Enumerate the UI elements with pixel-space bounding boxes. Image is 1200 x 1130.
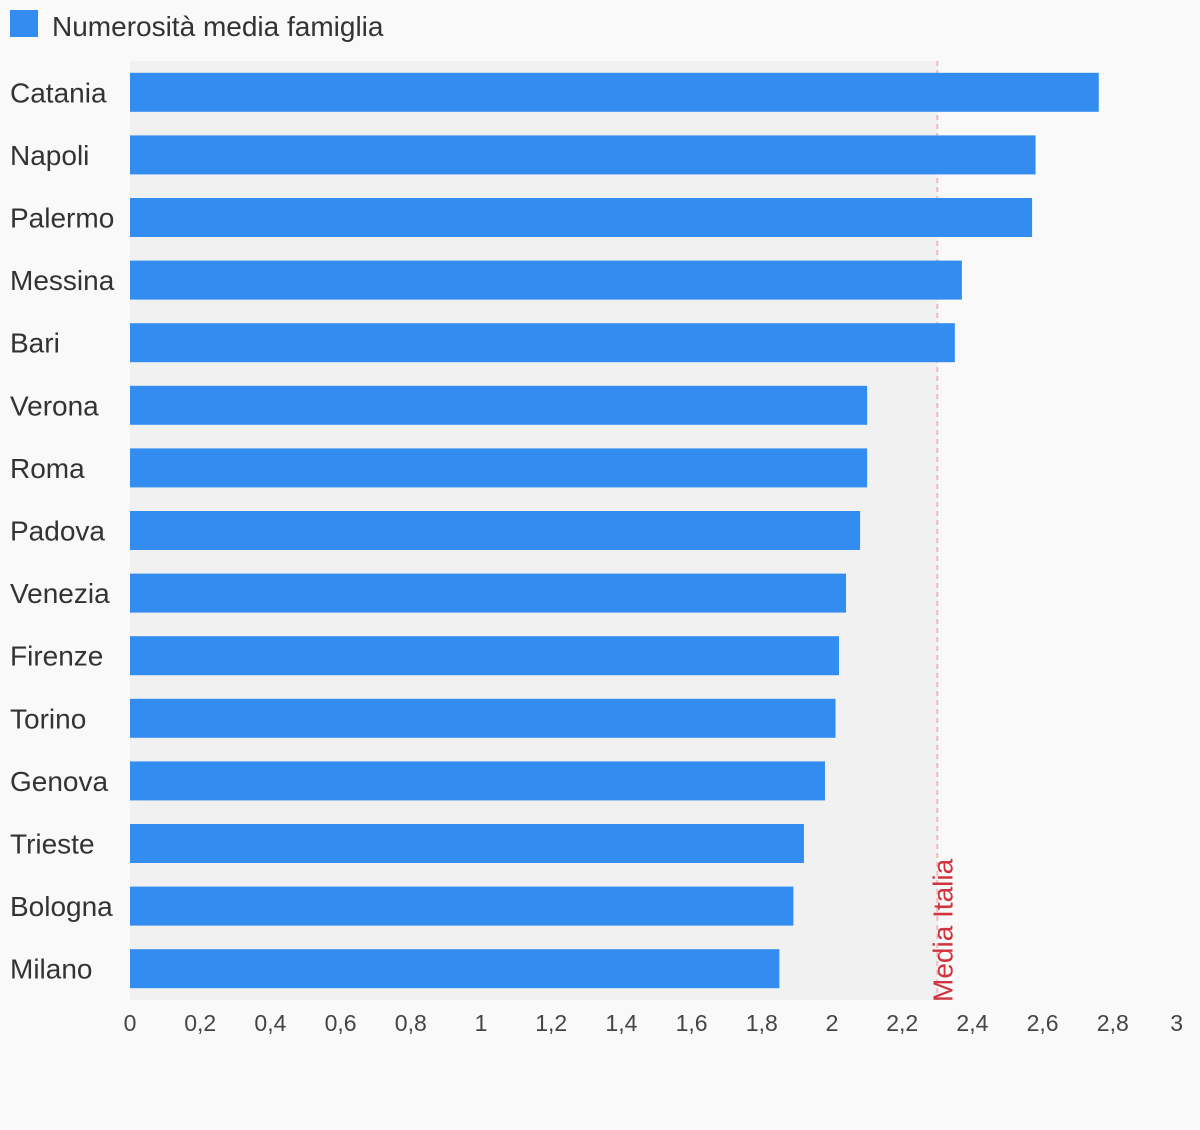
category-label: Firenze [10, 641, 103, 672]
x-tick-label: 3 [1170, 1010, 1183, 1036]
x-tick-label: 1,4 [605, 1010, 637, 1036]
bar[interactable] [130, 260, 962, 300]
x-tick-label: 2,4 [956, 1010, 988, 1036]
x-tick-label: 1,6 [676, 1010, 708, 1036]
category-label: Milano [10, 954, 92, 985]
x-tick-label: 2,8 [1097, 1010, 1129, 1036]
reference-line-label: Media Italia [927, 858, 958, 1002]
x-tick-label: 1,2 [535, 1010, 567, 1036]
x-tick-label: 0,6 [325, 1010, 357, 1036]
legend-label: Numerosità media famiglia [52, 11, 384, 42]
x-tick-label: 0,2 [184, 1010, 216, 1036]
category-label: Bologna [10, 891, 113, 922]
bar[interactable] [130, 198, 1033, 237]
category-label: Trieste [10, 829, 95, 860]
category-label: Padova [10, 516, 105, 547]
x-tick-label: 0 [124, 1010, 137, 1036]
bar[interactable] [130, 511, 861, 550]
bar[interactable] [130, 385, 868, 425]
bar[interactable] [130, 573, 847, 613]
bar[interactable] [130, 72, 1099, 112]
x-tick-label: 2,6 [1027, 1010, 1059, 1036]
bar[interactable] [130, 323, 955, 363]
x-tick-label: 2 [826, 1010, 839, 1036]
category-label: Verona [10, 390, 99, 421]
x-tick-label: 0,4 [254, 1010, 286, 1036]
bar[interactable] [130, 761, 825, 801]
category-label: Catania [10, 77, 107, 108]
x-tick-label: 2,2 [886, 1010, 918, 1036]
bar[interactable] [130, 949, 780, 989]
x-tick-label: 1,8 [746, 1010, 778, 1036]
category-label: Genova [10, 766, 108, 797]
category-label: Messina [10, 265, 115, 296]
category-label: Palermo [10, 203, 114, 234]
bar[interactable] [130, 886, 794, 926]
x-tick-label: 1 [475, 1010, 488, 1036]
category-label: Napoli [10, 140, 89, 171]
category-label: Torino [10, 703, 86, 734]
legend[interactable]: Numerosità media famiglia [10, 10, 384, 42]
category-labels: Catania Napoli Palermo Messina Bari Verona Rom… [10, 77, 115, 984]
category-label: Bari [10, 328, 60, 359]
bar[interactable] [130, 824, 804, 863]
category-label: Venezia [10, 578, 110, 609]
bars-group [130, 72, 1099, 989]
x-tick-label: 0,8 [395, 1010, 427, 1036]
x-axis-tick-labels: 0 0,2 0,4 0,6 0,8 1 1,2 1,4 1,6 1,8 2 2,2 2,4 2,6 2,8 3 [124, 1010, 1183, 1036]
legend-swatch [10, 10, 38, 37]
bar[interactable] [130, 135, 1036, 175]
bar[interactable] [130, 636, 840, 676]
bar[interactable] [130, 698, 836, 738]
category-label: Roma [10, 453, 85, 484]
bar[interactable] [130, 448, 868, 488]
